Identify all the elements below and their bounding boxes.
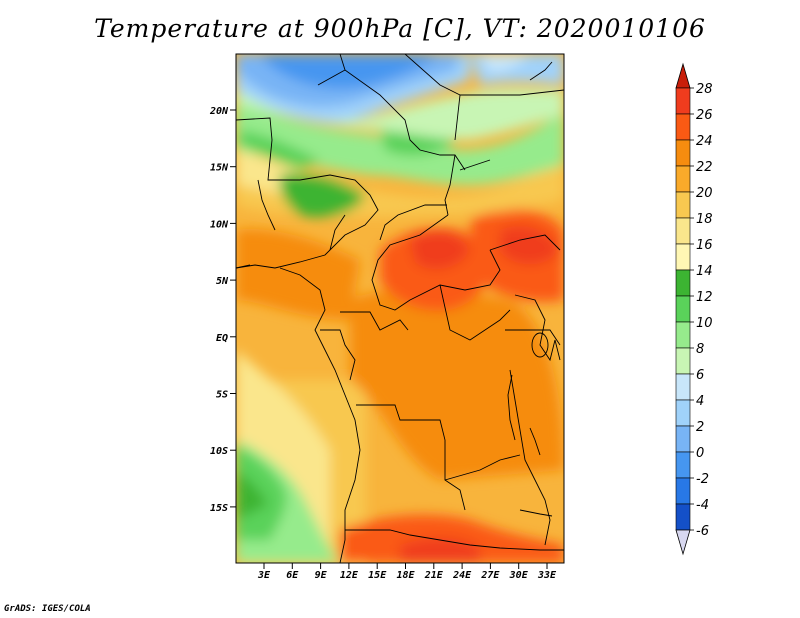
- colorbar-label: -4: [696, 498, 709, 513]
- lat-tick-label: 10N: [210, 219, 229, 230]
- lat-tick-label: 5N: [216, 276, 229, 287]
- colorbar-segment: [675, 139, 691, 167]
- colorbar-label: 2: [696, 420, 704, 435]
- colorbar-label: 0: [696, 446, 704, 461]
- lon-tick-label: 9E: [315, 570, 328, 581]
- lon-tick-label: 18E: [396, 570, 415, 581]
- lon-tick-label: 24E: [452, 570, 472, 581]
- colorbar-segment: [675, 165, 691, 193]
- colorbar-segment: [675, 503, 691, 531]
- lon-tick-label: 12E: [340, 570, 359, 581]
- colorbar-segment: [675, 321, 691, 349]
- lat-tick-label: 15N: [210, 163, 229, 174]
- colorbar-segment: [675, 477, 691, 505]
- colorbar-segment: [675, 191, 691, 219]
- colorbar-segment: [675, 399, 691, 427]
- plot-frame: [235, 53, 565, 564]
- lat-tick-label: 5S: [216, 390, 228, 401]
- lat-tick-label: 15S: [210, 503, 228, 514]
- lon-tick-label: 30E: [509, 570, 529, 581]
- colorbar-segment: [675, 217, 691, 245]
- lat-tick-label: 20N: [209, 106, 229, 117]
- colorbar-segment: [675, 373, 691, 401]
- colorbar-label: -2: [696, 472, 709, 487]
- colorbar-label: 6: [696, 368, 704, 383]
- chart-title: Temperature at 900hPa [C], VT: 202001010…: [94, 14, 706, 43]
- colorbar-segment: [675, 451, 691, 479]
- colorbar-label: 4: [696, 394, 704, 409]
- colorbar-segment: [675, 347, 691, 375]
- colorbar-label: 24: [696, 134, 713, 149]
- temperature-field: [236, 54, 564, 563]
- colorbar-label: 20: [696, 186, 713, 201]
- lat-tick-label: EQ: [216, 333, 228, 344]
- colorbar-label: 22: [696, 160, 713, 175]
- colorbar-segment: [675, 269, 691, 297]
- colorbar-label: 28: [696, 82, 713, 97]
- lon-tick-label: 33E: [537, 570, 557, 581]
- colorbar-segment: [675, 425, 691, 453]
- colorbar-label: 12: [696, 290, 713, 305]
- lon-tick-label: 27E: [480, 570, 500, 581]
- colorbar-label: -6: [696, 524, 709, 539]
- colorbar-segment: [675, 243, 691, 271]
- lon-tick-label: 6E: [286, 570, 299, 581]
- lon-tick-label: 21E: [424, 570, 444, 581]
- lon-tick-label: 15E: [368, 570, 387, 581]
- credit-text: GrADS: IGES/COLA: [4, 604, 91, 614]
- lat-tick-label: 10S: [210, 446, 228, 457]
- country-borders: [236, 54, 564, 563]
- colorbar-top-arrow: [675, 62, 691, 89]
- lon-tick-label: 3E: [257, 570, 271, 581]
- colorbar-label: 14: [696, 264, 713, 279]
- colorbar-segment: [675, 295, 691, 323]
- longitude-axis: 3E 6E 9E 12E 15E 18E 21E 24E 27E 30E 33E: [257, 563, 557, 581]
- latitude-axis: 20N 15N 10N 5N EQ 5S 10S 15S: [209, 106, 236, 514]
- colorbar-label: 10: [696, 316, 713, 331]
- colorbar-label: 26: [696, 108, 713, 123]
- lakes: [507, 332, 553, 517]
- colorbar-label: 8: [696, 342, 704, 357]
- colorbar-label: 18: [696, 212, 713, 227]
- colorbar-label: 16: [696, 238, 713, 253]
- colorbar-bottom-arrow: [675, 529, 691, 556]
- colorbar-segment: [675, 87, 691, 115]
- colorbar-segment: [675, 113, 691, 141]
